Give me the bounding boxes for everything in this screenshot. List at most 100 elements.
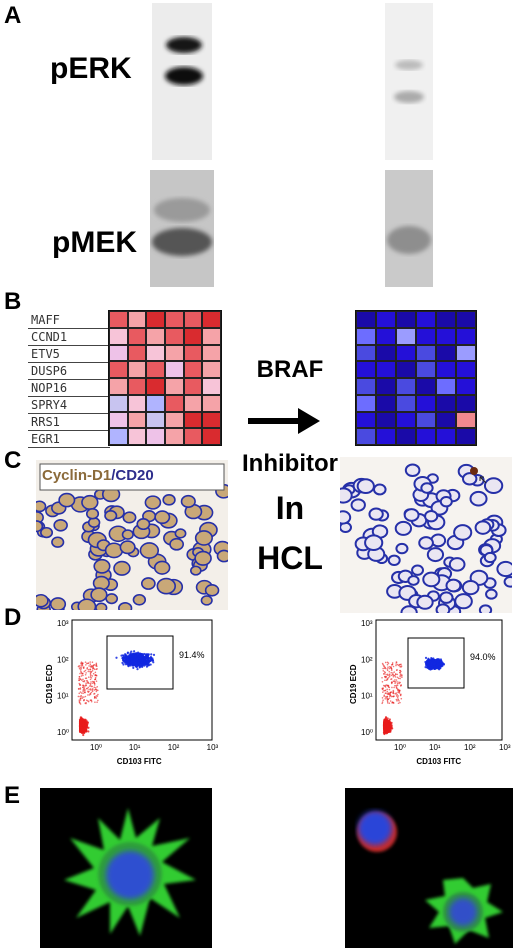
event-dot [90,699,92,702]
event-dot [93,684,96,686]
event-dot [84,673,87,676]
event-dot [83,685,85,687]
event-dot [397,677,400,680]
event-dot [138,654,142,657]
event-dot [88,685,91,687]
heatmap-cell [356,428,376,445]
event-dot [80,670,82,673]
event-dot [383,695,385,697]
event-dot [381,676,383,679]
event-dot [126,652,129,655]
event-dot [396,682,399,685]
gate-box [106,635,174,690]
event-dot [77,695,80,698]
event-dot [393,680,396,683]
stained-cell [462,472,478,486]
center-text-in: In [275,490,305,526]
stained-cell [496,560,512,578]
event-dot [78,677,80,680]
event-dot [82,720,85,724]
event-dot [89,663,92,665]
event-dot [387,720,391,723]
x-tick-label: 10² [168,743,180,752]
stained-cell [95,602,108,610]
stained-cell [350,498,366,512]
event-dot [396,688,399,691]
heatmap-cell [376,428,396,445]
heatmap-cell [436,311,456,328]
event-dot [82,678,84,681]
event-dot [138,662,141,665]
event-dot [87,668,90,671]
heatmap-cell [356,344,376,362]
x-tick-label: 10¹ [429,743,441,752]
center-text-braf: BRAF [256,356,324,383]
event-dot [382,669,385,672]
event-dot [87,686,90,689]
heatmap-cell [202,378,221,395]
y-axis-label: CD19 ECD [349,664,358,704]
event-dot [81,663,84,666]
heatmap-cell [127,327,147,345]
heatmap-cell [164,411,184,429]
heatmap-cell [127,411,147,429]
event-dot [146,655,149,658]
event-dot [386,699,389,702]
heatmap-cell [109,327,128,345]
event-dot [382,699,384,702]
event-dot [79,730,83,733]
event-dot [89,661,91,663]
event-dot [93,686,96,689]
event-dot [89,670,91,673]
event-dot [393,671,396,673]
event-dot [391,662,394,664]
event-dot [91,680,94,683]
stained-cell [136,518,151,531]
event-dot [424,656,428,660]
event-dot [83,680,85,683]
event-dot [427,666,430,670]
event-dot [79,724,82,727]
event-dot [136,654,139,657]
stained-cell [478,604,493,613]
stained-cell [387,554,401,566]
event-dot [78,700,81,703]
event-dot [386,663,389,666]
heatmap-cell [376,344,396,362]
event-dot [152,661,155,664]
stained-cell [200,595,213,606]
event-dot [79,695,81,698]
heatmap-cell [396,311,416,328]
event-dot [395,661,398,663]
event-dot [396,693,398,696]
stained-cell [204,584,220,597]
heatmap-cell [396,428,416,445]
heatmap-cell [164,378,184,395]
event-dot [134,655,137,658]
event-dot [391,663,394,666]
pmek-blot-after [385,170,433,287]
stained-cell [439,591,454,604]
event-dot [392,701,394,704]
heatmap-cell [456,361,476,378]
event-dot [83,698,86,701]
arrow-right-icon [248,408,320,434]
event-dot [383,689,385,692]
stained-cell [58,492,76,508]
event-dot [434,659,437,662]
confocal-before-image [40,788,212,948]
event-dot [86,690,89,693]
event-dot [79,688,82,690]
event-dot [387,662,390,664]
x-tick-label: 10¹ [129,743,141,752]
event-dot [91,685,94,688]
heatmap-cell [436,344,456,362]
event-dot [381,702,383,705]
event-dot [130,657,133,660]
stained-cell [51,536,65,548]
event-dot [424,660,427,664]
event-dot [86,687,88,690]
heatmap-cell [202,344,221,362]
event-dot [92,672,95,675]
event-dot [388,725,391,729]
